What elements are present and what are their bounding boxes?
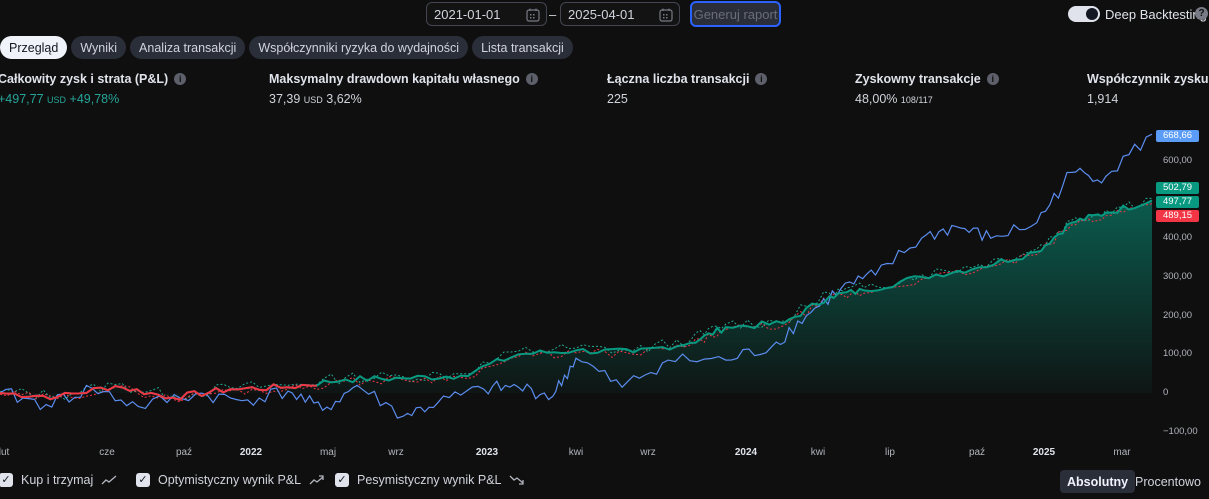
pessimistic-pnl-line [0, 203, 1153, 403]
end-date-value: 2025-04-01 [568, 6, 635, 22]
optimistic-pnl-line [0, 197, 1153, 401]
metric-label: Maksymalny drawdown kapitału własnego [269, 72, 520, 86]
price-badge: 502,79 [1156, 182, 1199, 194]
calendar-icon[interactable] [526, 8, 540, 22]
x-tick-label: paź [175, 447, 193, 458]
trend-up-icon [101, 475, 117, 485]
tab-overview[interactable]: Przegląd [0, 36, 68, 59]
metric-label: Całkowity zysk i strata (P&L) [0, 72, 169, 86]
start-date-value: 2021-01-01 [434, 6, 501, 22]
legend-pessimistic[interactable]: ✓ Pesymistyczny wynik P&L [335, 473, 525, 487]
x-tick-label: maj [319, 447, 337, 458]
y-tick-label: 300,00 [1163, 270, 1193, 282]
price-badge: 497,77 [1156, 196, 1199, 208]
legend-optimistic[interactable]: ✓ Optymistyczny wynik P&L [136, 473, 325, 487]
tab-trade-analysis[interactable]: Analiza transakcji [130, 36, 246, 59]
tab-risk-ratios[interactable]: Współczynniki ryzyka do wydajności [249, 36, 469, 59]
x-tick-label: mar [1113, 447, 1131, 458]
x-tick-label: kwi [810, 447, 826, 458]
metric-profit-factor: Współczynnik zyskui 1,914 [1087, 72, 1209, 106]
x-tick-label: paź [968, 447, 986, 458]
x-tick-label: kwi [568, 447, 584, 458]
trend-up-arrow-icon [309, 475, 324, 485]
report-tabs: Przegląd Wyniki Analiza transakcji Współ… [0, 36, 573, 59]
metric-max-drawdown: Maksymalny drawdown kapitału własnego i 3… [269, 72, 538, 106]
x-tick-label: lut [0, 447, 10, 458]
metric-percent: 3,62% [326, 92, 362, 106]
metric-label: Współczynnik zysku [1087, 72, 1209, 86]
deep-backtesting-label: Deep Backtesting [1105, 7, 1207, 22]
equity-chart[interactable] [0, 118, 1209, 448]
tab-trade-list[interactable]: Lista transakcji [472, 36, 573, 59]
date-range-dash: – [549, 7, 557, 22]
metric-label: Zyskowny transakcje [855, 72, 981, 86]
x-tick-label: 2024 [734, 447, 758, 458]
legend-buy-hold[interactable]: ✓ Kup i trzymaj [0, 473, 117, 487]
start-date-input[interactable]: 2021-01-01 [426, 2, 547, 26]
price-badge: 489,15 [1156, 210, 1199, 222]
help-icon[interactable]: ? [1195, 7, 1208, 20]
x-tick-label: cze [99, 447, 115, 458]
checkbox-icon[interactable]: ✓ [136, 473, 150, 487]
y-tick-label: 200,00 [1163, 309, 1193, 321]
y-tick-label: −100,00 [1163, 425, 1198, 437]
legend-label: Pesymistyczny wynik P&L [357, 473, 502, 487]
x-tick-label: 2023 [475, 447, 499, 458]
metric-value: 225 [607, 92, 628, 106]
x-tick-label: 2022 [239, 447, 263, 458]
metric-value: +497,77 [0, 92, 44, 106]
metric-percent: +49,78% [69, 92, 120, 106]
generate-report-button[interactable]: Generuj raport [690, 1, 781, 27]
info-icon[interactable]: i [525, 73, 538, 85]
metric-value: 37,39 [269, 92, 301, 106]
metric-unit: USD [303, 95, 323, 105]
x-tick-label: wrz [388, 447, 404, 458]
metric-net-profit: Całkowity zysk i strata (P&L) i +497,77 U… [0, 72, 187, 106]
x-tick-label: wrz [640, 447, 656, 458]
legend-label: Kup i trzymaj [21, 473, 94, 487]
price-badge: 668,66 [1156, 130, 1199, 142]
y-tick-label: 600,00 [1163, 154, 1193, 166]
metric-profitable: Zyskowny transakcje i 48,00% 108/117 [855, 72, 999, 106]
x-tick-label: 2025 [1032, 447, 1056, 458]
pnl-negative-segment [0, 383, 317, 401]
metric-value: 1,914 [1087, 92, 1119, 106]
metric-label: Łączna liczba transakcji [607, 72, 750, 86]
equity-area [0, 200, 1152, 400]
percent-mode-button[interactable]: Procentowo [1135, 474, 1202, 489]
checkbox-icon[interactable]: ✓ [0, 473, 13, 487]
metric-sub: 108/117 [900, 95, 933, 105]
deep-backtesting-toggle[interactable] [1068, 6, 1100, 22]
y-tick-label: 400,00 [1163, 232, 1193, 244]
metric-value: 48,00% [855, 92, 898, 106]
y-tick-label: 0 [1163, 387, 1169, 398]
buy-hold-line [0, 133, 1153, 419]
end-date-input[interactable]: 2025-04-01 [560, 2, 680, 26]
x-tick-label: lip [884, 447, 896, 458]
checkbox-icon[interactable]: ✓ [335, 473, 349, 487]
absolute-mode-button[interactable]: Absolutny [1060, 470, 1136, 493]
metric-total-trades: Łączna liczba transakcji i 225 [607, 72, 768, 106]
tab-results[interactable]: Wyniki [71, 36, 127, 59]
info-icon[interactable]: i [174, 73, 187, 85]
info-icon[interactable]: i [986, 73, 999, 85]
y-tick-label: 100,00 [1163, 348, 1193, 360]
info-icon[interactable]: i [755, 73, 768, 85]
metric-unit: USD [47, 95, 67, 105]
legend-label: Optymistyczny wynik P&L [158, 473, 302, 487]
trend-down-arrow-icon [510, 475, 525, 485]
calendar-icon[interactable] [659, 8, 673, 22]
